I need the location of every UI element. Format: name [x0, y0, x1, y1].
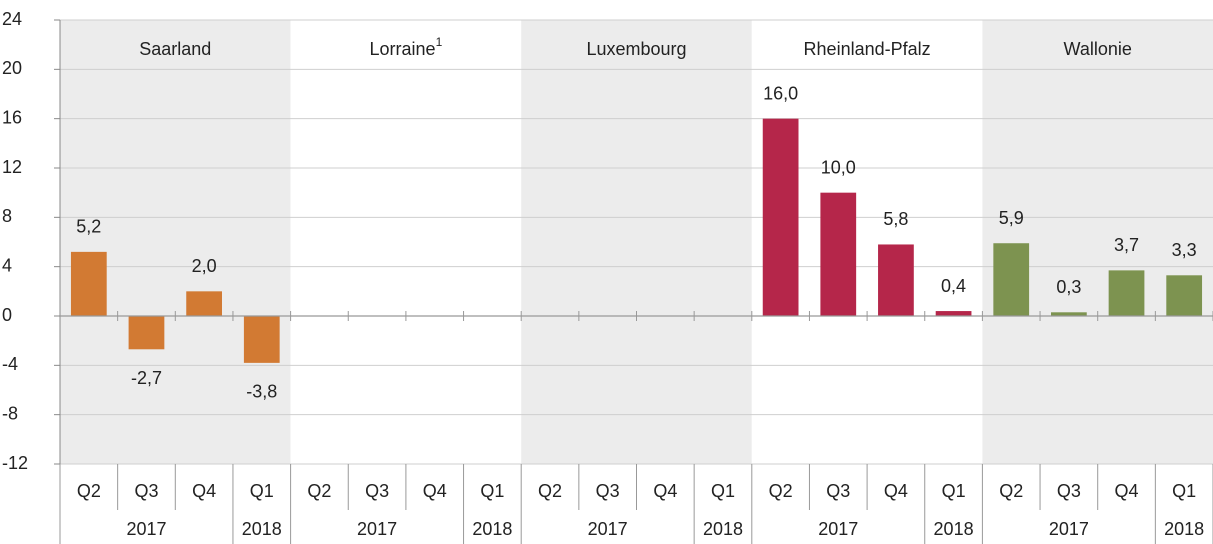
bar: [70, 251, 107, 316]
value-label: 0,3: [1056, 277, 1081, 297]
x-tick-label: Q4: [192, 481, 216, 501]
x-tick-label: Q3: [134, 481, 158, 501]
x-tick-label: Q2: [307, 481, 331, 501]
x-tick-label: Q3: [365, 481, 389, 501]
year-label: 2018: [472, 519, 512, 539]
year-label: 2017: [818, 519, 858, 539]
bar: [820, 192, 857, 316]
bar: [1166, 275, 1203, 316]
group-name: Lorraine: [370, 39, 436, 59]
bar: [1051, 312, 1087, 316]
value-label: -2,7: [131, 368, 162, 388]
year-label: 2018: [1164, 519, 1204, 539]
x-tick-label: Q1: [250, 481, 274, 501]
value-label: 0,4: [941, 276, 966, 296]
value-label: 5,2: [76, 217, 101, 237]
x-tick-label: Q2: [999, 481, 1023, 501]
panel: [982, 20, 1213, 464]
group-label: Lorraine1: [370, 35, 443, 59]
bar: [1108, 270, 1145, 316]
x-tick-label: Q1: [942, 481, 966, 501]
bar: [762, 118, 799, 317]
y-tick-label: 16: [2, 107, 22, 127]
y-tick-label: 12: [2, 157, 22, 177]
year-label: 2017: [357, 519, 397, 539]
panel: [521, 20, 752, 464]
value-label: 3,7: [1114, 235, 1139, 255]
bar: [878, 244, 914, 316]
y-tick-label: 24: [2, 9, 22, 29]
footnote: 1: [436, 35, 443, 49]
group-name: Luxembourg: [586, 39, 686, 59]
value-label: -3,8: [246, 382, 277, 402]
y-tick-label: -4: [2, 354, 18, 374]
group-name: Wallonie: [1064, 39, 1132, 59]
x-tick-label: Q2: [77, 481, 101, 501]
bar: [993, 243, 1030, 316]
bar: [128, 316, 165, 350]
value-label: 3,3: [1172, 240, 1197, 260]
group-name: Saarland: [139, 39, 211, 59]
group-label: Rheinland-Pfalz: [804, 39, 931, 59]
x-tick-label: Q1: [480, 481, 504, 501]
bar: [186, 291, 222, 316]
group-name: Rheinland-Pfalz: [804, 39, 931, 59]
x-tick-label: Q2: [769, 481, 793, 501]
x-tick-label: Q2: [538, 481, 562, 501]
year-label: 2017: [126, 519, 166, 539]
x-tick-label: Q3: [826, 481, 850, 501]
year-label: 2018: [703, 519, 743, 539]
y-tick-label: 4: [2, 255, 12, 275]
x-tick-label: Q4: [1115, 481, 1139, 501]
bar: [243, 316, 280, 363]
x-tick-label: Q3: [1057, 481, 1081, 501]
y-tick-label: 0: [2, 305, 12, 325]
year-label: 2017: [1049, 519, 1089, 539]
value-label: 10,0: [821, 157, 856, 177]
group-label: Wallonie: [1064, 39, 1132, 59]
y-tick-label: -8: [2, 403, 18, 423]
panel: [290, 20, 522, 464]
x-tick-label: Q1: [1172, 481, 1196, 501]
y-tick-label: 8: [2, 206, 12, 226]
x-tick-label: Q1: [711, 481, 735, 501]
group-label: Luxembourg: [586, 39, 686, 59]
x-tick-label: Q3: [596, 481, 620, 501]
value-label: 5,9: [999, 208, 1024, 228]
value-label: 5,8: [883, 209, 908, 229]
x-tick-label: Q4: [884, 481, 908, 501]
value-label: 2,0: [192, 256, 217, 276]
x-tick-label: Q4: [653, 481, 677, 501]
year-label: 2017: [588, 519, 628, 539]
value-label: 16,0: [763, 83, 798, 103]
group-label: Saarland: [139, 39, 211, 59]
y-tick-label: -12: [2, 453, 28, 473]
x-tick-label: Q4: [423, 481, 447, 501]
y-tick-label: 20: [2, 58, 22, 78]
year-label: 2018: [242, 519, 282, 539]
year-label: 2018: [934, 519, 974, 539]
panel: [60, 20, 291, 464]
bar: [935, 311, 972, 316]
